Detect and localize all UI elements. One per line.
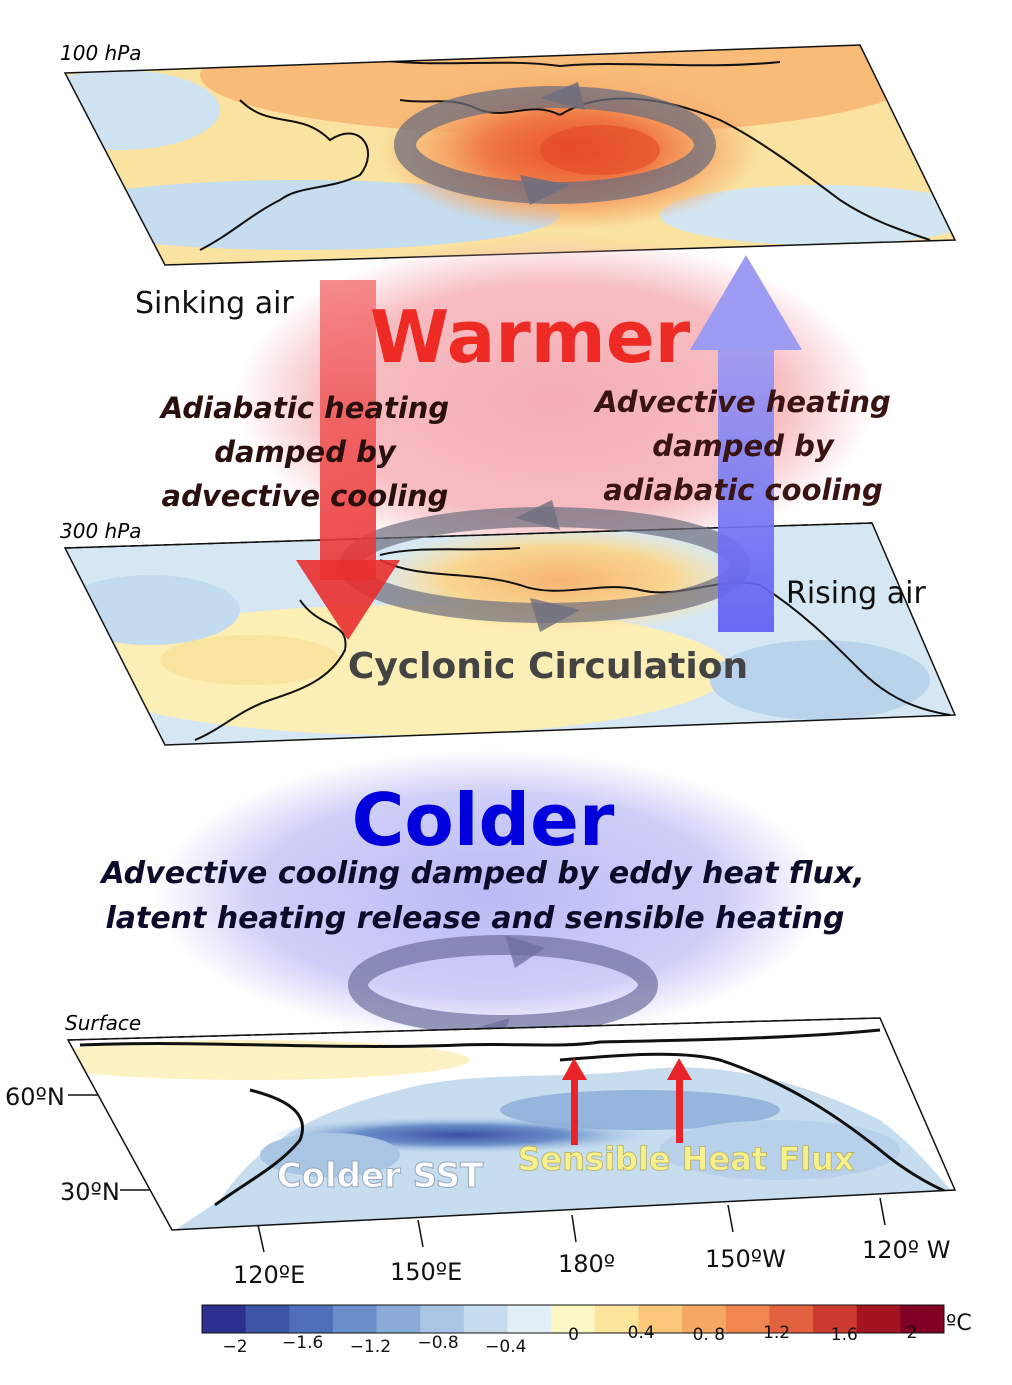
- colorbar-tick-label: 2: [907, 1323, 918, 1343]
- colorbar-segment: [245, 1305, 290, 1333]
- colorbar-unit: ºC: [946, 1311, 972, 1336]
- sinking-air-arrow: [296, 280, 400, 640]
- lon-tick-150w: 150ºW: [705, 1245, 786, 1273]
- colorbar-tick-label: −0.8: [417, 1333, 458, 1353]
- colorbar-segment: [638, 1305, 683, 1333]
- plane-surface: [66, 1017, 957, 1231]
- right-process-line-1: Advective heating: [593, 385, 891, 419]
- colorbar-segment: [682, 1305, 727, 1333]
- cold-glow: [155, 750, 825, 1040]
- lon-tick-180: 180º: [558, 1250, 615, 1278]
- colorbar-tick-label: 1.6: [831, 1325, 858, 1345]
- colorbar: [201, 1304, 945, 1334]
- colorbar-tick-label: −0.4: [485, 1337, 526, 1357]
- colorbar-segment: [594, 1305, 639, 1333]
- level-label-300hpa: 300 hPa: [60, 519, 142, 543]
- left-process-line-2: damped by: [214, 435, 397, 469]
- lat-axis: 60ºN 30ºN: [5, 1083, 150, 1206]
- colorbar-segment: [900, 1305, 945, 1333]
- left-process-line-1: Adiabatic heating: [159, 391, 449, 425]
- colder-title: Colder: [352, 778, 615, 862]
- colorbar-tick-label: −1.6: [282, 1333, 323, 1353]
- colorbar-segment: [769, 1305, 814, 1333]
- right-process-text: Advective heating damped by adiabatic co…: [593, 385, 891, 507]
- warmer-title: Warmer: [370, 295, 691, 379]
- level-label-surface: Surface: [65, 1011, 141, 1035]
- colorbar-frame: [201, 1304, 945, 1334]
- sensible-heat-arrow-1: [562, 1058, 587, 1145]
- colorbar-segment: [725, 1305, 770, 1333]
- cyclonic-circulation-label: Cyclonic Circulation: [348, 646, 748, 687]
- lon-tick-120e: 120ºE: [233, 1261, 305, 1289]
- colorbar-segment: [813, 1305, 858, 1333]
- colder-sst-label: Colder SST: [277, 1156, 484, 1196]
- lat-tick-30n: 30ºN: [60, 1178, 120, 1206]
- colorbar-segment: [202, 1305, 247, 1333]
- colorbar-tick-label: −1.2: [350, 1337, 391, 1357]
- lon-axis: 120ºE 150ºE 180º 150ºW 120º W: [233, 1197, 950, 1289]
- colorbar-ticks: −2 −1.6 −1.2 −0.8 −0.4 0 0.4 0. 8 1.2 1.6 2: [222, 1323, 917, 1357]
- right-process-line-3: adiabatic cooling: [603, 473, 883, 507]
- colorbar-segment: [551, 1305, 596, 1333]
- colorbar-segment: [463, 1305, 509, 1333]
- lon-tick-150e: 150ºE: [390, 1258, 462, 1286]
- plane-300hpa: [63, 500, 957, 746]
- left-process-line-3: advective cooling: [162, 479, 449, 513]
- rising-air-label: Rising air: [786, 576, 926, 611]
- sinking-air-label: Sinking air: [135, 286, 294, 321]
- colorbar-segment: [289, 1305, 334, 1333]
- colorbar-segment: [420, 1305, 465, 1333]
- cold-process-line-1: Advective cooling damped by eddy heat fl…: [99, 856, 864, 891]
- colorbar-segment: [376, 1305, 421, 1333]
- colorbar-tick-label: 1.2: [763, 1323, 790, 1343]
- level-label-100hpa: 100 hPa: [60, 41, 142, 65]
- plane-100hpa: [63, 44, 957, 266]
- colorbar-segment: [507, 1305, 552, 1333]
- sensible-heat-flux-label: Sensible Heat Flux: [517, 1140, 854, 1178]
- lon-tick-120w: 120º W: [862, 1236, 950, 1264]
- colorbar-tick-label: −2: [222, 1337, 247, 1357]
- colorbar-segment: [856, 1305, 901, 1333]
- colorbar-tick-label: 0: [568, 1325, 579, 1345]
- colorbar-tick-label: 0.4: [628, 1323, 655, 1343]
- colorbar-segment: [332, 1305, 378, 1333]
- left-process-text: Adiabatic heating damped by advective co…: [159, 391, 449, 513]
- right-process-line-2: damped by: [652, 429, 835, 463]
- sensible-heat-arrow-2: [667, 1058, 692, 1143]
- cold-process-line-2: latent heating release and sensible heat…: [105, 901, 844, 936]
- lat-tick-60n: 60ºN: [5, 1083, 65, 1111]
- colorbar-tick-label: 0. 8: [693, 1325, 725, 1345]
- rising-air-arrow: [690, 255, 802, 632]
